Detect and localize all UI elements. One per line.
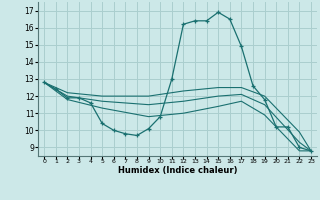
X-axis label: Humidex (Indice chaleur): Humidex (Indice chaleur) [118,166,237,175]
